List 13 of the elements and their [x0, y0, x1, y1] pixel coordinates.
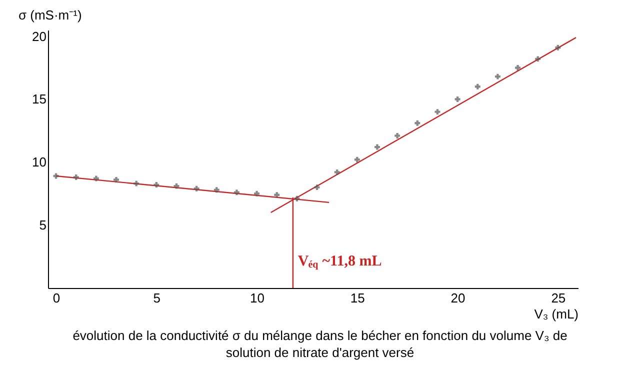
x-tick-label: 5 [153, 290, 161, 306]
text: évolution de la conductivité σ du mélange dans le bécher en fonction du volume V₃ de solution de nitrate d'argent versé [72, 328, 568, 360]
x-tick-label: 25 [551, 290, 566, 306]
y-tick-label: 15 [32, 92, 46, 107]
x-tick-label: 20 [450, 290, 466, 306]
y-tick-label: 20 [32, 28, 46, 44]
x-tick-label: 15 [350, 290, 365, 306]
x-tick-label: 10 [250, 290, 265, 306]
x-tick-label: 0 [52, 290, 60, 306]
y-tick-label: 10 [32, 154, 46, 170]
y-axis-title: σ (mS·m⁻¹) [18, 8, 82, 22]
x-axis-title: V₃ (mL) [534, 306, 578, 322]
y-tick-label: 5 [39, 218, 46, 233]
